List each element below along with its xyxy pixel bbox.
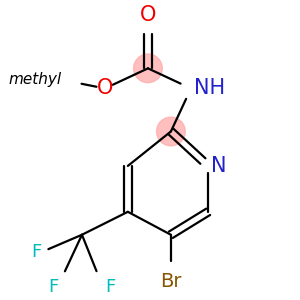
Text: O: O bbox=[97, 78, 113, 98]
Text: NH: NH bbox=[194, 78, 225, 98]
Text: methyl: methyl bbox=[9, 72, 62, 87]
Circle shape bbox=[134, 54, 162, 83]
Text: N: N bbox=[211, 156, 226, 176]
Text: Br: Br bbox=[160, 272, 182, 291]
Text: O: O bbox=[140, 5, 156, 25]
Text: F: F bbox=[48, 278, 58, 296]
Text: F: F bbox=[32, 243, 42, 261]
Text: F: F bbox=[106, 278, 116, 296]
Circle shape bbox=[157, 117, 185, 146]
